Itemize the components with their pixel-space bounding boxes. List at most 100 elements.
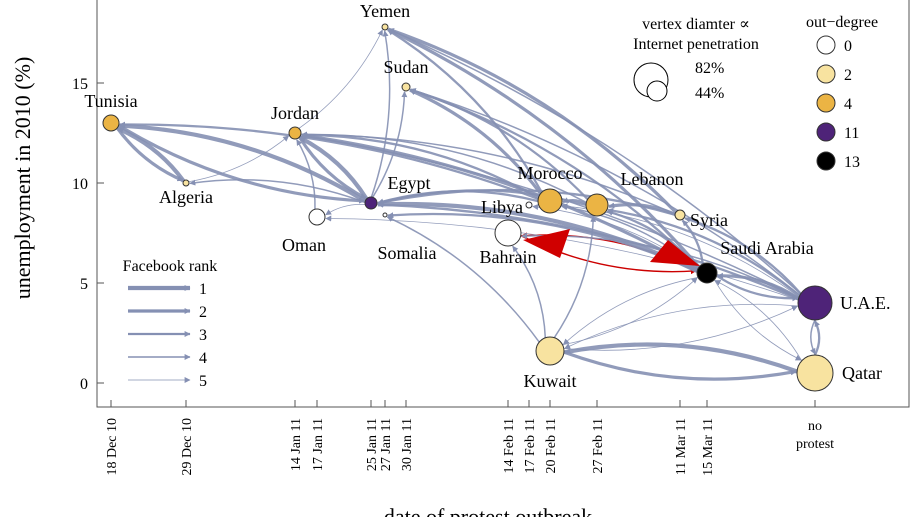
edge-kuwait-to-somalia — [386, 216, 540, 343]
out-degree-legend-label: 13 — [844, 154, 860, 171]
node-egypt — [364, 196, 378, 210]
edge-u-a-e-to-qatar — [809, 319, 816, 355]
edge-qatar-to-saudi-arabia — [714, 280, 803, 361]
node-label-algeria: Algeria — [159, 187, 213, 207]
node-label-lebanon: Lebanon — [621, 169, 684, 189]
highlight-arrowhead-bahrain — [523, 229, 570, 258]
x-tick-label: 27 Feb 11 — [591, 418, 606, 473]
facebook-rank-legend-label: 4 — [199, 350, 207, 367]
node-libya — [525, 201, 533, 209]
edge-saudi-arabia-to-kuwait — [562, 277, 699, 345]
node-oman — [308, 208, 326, 226]
y-axis-ticks: 0 5 10 15 — [72, 76, 104, 393]
node-yemen — [381, 23, 389, 31]
edge-qatar-to-u-a-e — [813, 320, 821, 356]
edge-egypt-to-oman — [325, 203, 366, 216]
plot-frame — [96, 0, 910, 408]
edge-morocco-to-tunisia — [119, 121, 539, 200]
node-label-layer: Tunisia Algeria Jordan Oman Egypt Somalia Yeme… — [84, 1, 890, 391]
edge-saudi-arabia-to-qatar — [713, 279, 802, 361]
node-somalia — [382, 212, 388, 218]
edge-kuwait-to-saudi-arabia — [562, 277, 698, 346]
x-tick-label: 14 Feb 11 — [502, 418, 517, 473]
edge-algeria-to-tunisia — [117, 126, 186, 183]
node-bahrain — [494, 219, 522, 247]
node-syria — [674, 209, 686, 221]
edge-lebanon-to-morocco — [562, 197, 587, 206]
node-label-saudi-arabia: Saudi Arabia — [720, 238, 813, 258]
size-legend-title-line2: Internet penetration — [633, 36, 759, 53]
edge-kuwait-to-lebanon — [553, 215, 597, 339]
edge-egypt-to-yemen — [370, 30, 391, 198]
node-algeria — [182, 179, 190, 187]
edge-u-a-e-to-lebanon — [607, 207, 801, 297]
size-legend-title-line1: vertex diamter ∝ — [642, 16, 750, 33]
facebook-rank-legend-label: 1 — [199, 281, 207, 298]
x-tick-label: 15 Mar 11 — [701, 418, 716, 476]
node-label-syria: Syria — [690, 210, 728, 230]
edge-saudi-arabia-to-jordan — [301, 133, 699, 272]
edge-morocco-to-sudan — [409, 88, 542, 195]
edge-kuwait-to-u-a-e — [563, 305, 798, 351]
edge-saudi-arabia-to-yemen — [387, 27, 701, 268]
x-tick-label: 14 Jan 11 — [289, 418, 304, 471]
x-tick-label: 27 Jan 11 — [379, 418, 394, 471]
node-kuwait — [535, 336, 565, 366]
node-label-qatar: Qatar — [842, 363, 882, 383]
edge-tunisia-to-egypt — [117, 123, 365, 204]
size-legend-small-label: 44% — [695, 85, 724, 102]
node-sudan — [401, 82, 411, 92]
node-u-a-e — [797, 285, 833, 321]
node-label-kuwait: Kuwait — [524, 371, 577, 391]
node-label-morocco: Morocco — [518, 163, 583, 183]
edge-egypt-to-tunisia — [119, 122, 367, 204]
size-legend: vertex diamter ∝ Internet penetration 82… — [633, 16, 759, 102]
out-degree-legend-swatch — [816, 151, 836, 171]
node-tunisia — [102, 114, 120, 132]
out-degree-legend-swatch — [816, 93, 836, 113]
facebook-rank-legend-label: 3 — [199, 327, 207, 344]
size-legend-large-label: 82% — [695, 60, 724, 77]
x-tick-label: 17 Jan 11 — [311, 418, 326, 471]
edge-saudi-arabia-to-egypt — [377, 201, 699, 273]
out-degree-legend-label: 11 — [844, 125, 859, 142]
edge-algeria-to-jordan — [188, 135, 290, 183]
facebook-rank-legend-label: 5 — [199, 373, 207, 390]
edge-u-a-e-to-kuwait — [564, 303, 799, 349]
x-tick-label: 25 Jan 11 — [365, 418, 380, 471]
edge-syria-to-yemen — [387, 27, 677, 214]
edge-jordan-to-egypt — [298, 136, 367, 200]
out-degree-legend-label: 2 — [844, 67, 852, 84]
node-label-egypt: Egypt — [388, 173, 431, 193]
out-degree-legend-label: 4 — [844, 96, 852, 113]
x-tick-label: 11 Mar 11 — [674, 418, 689, 475]
x-tick-label: 29 Dec 10 — [180, 418, 195, 476]
node-jordan — [288, 126, 302, 140]
edge-u-a-e-to-sudan — [409, 88, 801, 296]
y-tick-label: 0 — [80, 376, 88, 393]
node-qatar — [796, 354, 834, 392]
edge-tunisia-to-algeria — [115, 127, 184, 182]
x-tick-label: 18 Dec 10 — [105, 418, 120, 476]
node-layer — [102, 23, 834, 392]
facebook-rank-legend-label: 2 — [199, 304, 207, 321]
highlight-arrowhead-saudi-arabia — [650, 240, 700, 266]
x-tick-label: 20 Feb 11 — [544, 418, 559, 473]
x-axis-label: date of protest outbreak — [384, 504, 592, 517]
node-label-bahrain: Bahrain — [480, 247, 537, 267]
node-label-jordan: Jordan — [271, 103, 319, 123]
node-lebanon — [585, 193, 609, 217]
edge-oman-to-jordan — [296, 139, 316, 210]
edge-layer — [115, 27, 821, 381]
x-tick-label: 17 Feb 11 — [523, 418, 538, 473]
edge-morocco-to-yemen — [387, 28, 543, 193]
y-tick-label: 15 — [72, 76, 88, 93]
edge-kuwait-to-qatar — [563, 350, 797, 381]
out-degree-legend-label: 0 — [844, 38, 852, 55]
edge-egypt-to-algeria — [189, 179, 366, 204]
edge-egypt-to-sudan — [372, 91, 408, 198]
edge-egypt-to-jordan — [299, 135, 369, 201]
x-axis-ticks: 18 Dec 10 29 Dec 10 14 Jan 11 17 Jan 11 25 J… — [105, 400, 834, 476]
node-label-oman: Oman — [282, 235, 326, 255]
